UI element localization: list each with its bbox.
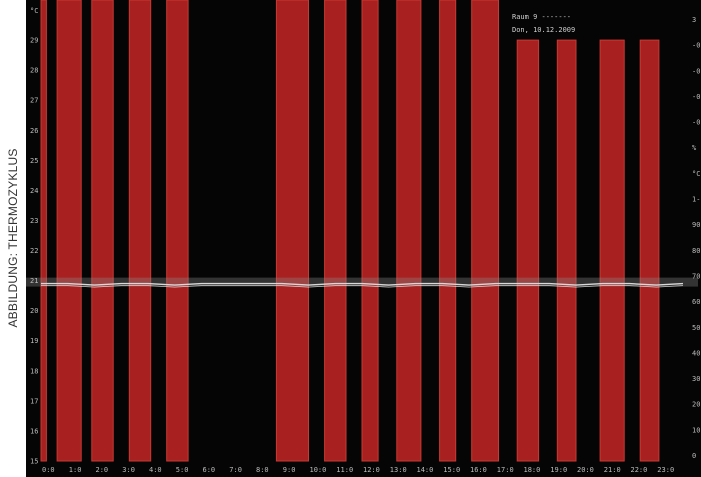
x-tick-label: 4:0	[149, 466, 162, 474]
date-label: Don, 10.12.2009	[512, 26, 575, 34]
right-axis-label: 70	[692, 273, 700, 281]
x-tick-label: 17:0	[497, 466, 514, 474]
thermocycle-chart: °C 15 16 17 18 19 20 21 22 23 24 25 26 27 28 29 3 -0 -0 -0…	[26, 0, 700, 474]
right-axis-label: 40	[692, 349, 700, 357]
photo-credit: ABBILDUNG: THERMOZYKLUS	[6, 148, 20, 328]
x-tick-label: 1:0	[69, 466, 82, 474]
x-tick-label: 2:0	[96, 466, 109, 474]
x-tick-label: 16:0	[470, 466, 487, 474]
x-tick-label: 9:0	[283, 466, 296, 474]
heating-bar	[471, 0, 500, 462]
y-axis-unit: °C	[30, 7, 38, 15]
temperature-band	[26, 277, 698, 287]
x-axis: 0:0 1:0 2:0 3:0 4:0 5:0 6:0 7:0 8:0 9:0 10:0 11:0 12…	[42, 466, 674, 474]
heating-bar	[40, 0, 47, 462]
x-tick-label: 8:0	[256, 466, 269, 474]
right-axis-label: -0	[692, 119, 700, 127]
heating-bar	[396, 0, 422, 462]
y-tick-label: 27	[30, 97, 38, 105]
credit-strip: ABBILDUNG: THERMOZYKLUS	[0, 0, 26, 477]
x-tick-label: 20:0	[577, 466, 594, 474]
y-tick-label: 29	[30, 37, 38, 45]
right-axis-label: 30	[692, 375, 700, 383]
heating-bar	[91, 0, 114, 462]
y-axis: °C 15 16 17 18 19 20 21 22 23 24 25 26 27 28 29	[30, 7, 38, 466]
y-tick-label: 23	[30, 217, 38, 225]
chart-panel: °C 15 16 17 18 19 20 21 22 23 24 25 26 27 28 29 3 -0 -0 -0…	[26, 0, 701, 477]
right-axis-label: 80	[692, 247, 700, 255]
y-tick-label: 20	[30, 307, 38, 315]
heating-bar	[639, 39, 660, 462]
x-tick-label: 5:0	[176, 466, 189, 474]
right-axis-label: 20	[692, 401, 700, 409]
right-axis-label: 3	[692, 16, 696, 24]
x-tick-label: 23:0	[657, 466, 674, 474]
x-tick-label: 0:0	[42, 466, 55, 474]
x-tick-label: 15:0	[443, 466, 460, 474]
room-label: Raum 9 -------	[512, 13, 571, 21]
temperature-line	[41, 282, 684, 286]
x-tick-label: 7:0	[229, 466, 242, 474]
x-tick-label: 6:0	[203, 466, 216, 474]
y-tick-label: 24	[30, 187, 38, 195]
right-axis-label: -0	[692, 93, 700, 101]
heating-bar	[439, 0, 457, 462]
x-tick-label: 18:0	[524, 466, 541, 474]
x-tick-label: 13:0	[390, 466, 407, 474]
heating-bar	[275, 0, 309, 462]
line-layer	[26, 277, 698, 288]
y-tick-label: 21	[30, 277, 38, 285]
x-tick-label: 19:0	[550, 466, 567, 474]
y-tick-label: 26	[30, 127, 38, 135]
x-tick-label: 10:0	[310, 466, 327, 474]
heating-bar	[556, 39, 577, 462]
x-tick-label: 12:0	[363, 466, 380, 474]
right-axis-label: 90	[692, 221, 700, 229]
heating-bar	[361, 0, 379, 462]
y-tick-label: 15	[30, 458, 38, 466]
right-axis-label: %	[692, 144, 697, 152]
heating-bar	[128, 0, 152, 462]
right-axis-label: 50	[692, 324, 700, 332]
heating-bar	[324, 0, 347, 462]
bars-layer	[40, 0, 660, 462]
y-tick-label: 18	[30, 367, 38, 375]
y-tick-label: 25	[30, 157, 38, 165]
right-axis-label: -0	[692, 67, 700, 75]
y-tick-label: 28	[30, 67, 38, 75]
x-tick-label: 11:0	[336, 466, 353, 474]
heating-bar	[599, 39, 625, 462]
x-tick-label: 22:0	[631, 466, 648, 474]
right-axis-label: 0	[692, 452, 696, 460]
right-axis-label: 1-	[692, 196, 700, 204]
right-axis-label: °C	[692, 170, 700, 178]
right-axis-label: 10	[692, 426, 700, 434]
y-tick-label: 19	[30, 337, 38, 345]
right-axis: 3 -0 -0 -0 -0% °C 1- 90 80 70 60 50 40 30 20 10 0	[692, 16, 700, 460]
y-tick-label: 22	[30, 247, 38, 255]
y-tick-label: 16	[30, 427, 38, 435]
heating-bar	[56, 0, 82, 462]
y-tick-label: 17	[30, 397, 38, 405]
x-tick-label: 3:0	[122, 466, 135, 474]
heating-bar	[516, 39, 540, 462]
x-tick-label: 21:0	[604, 466, 621, 474]
setpoint-line	[41, 285, 684, 288]
right-axis-label: -0	[692, 42, 700, 50]
right-axis-label: 60	[692, 298, 700, 306]
x-tick-label: 14:0	[417, 466, 434, 474]
heating-bar	[166, 0, 189, 462]
